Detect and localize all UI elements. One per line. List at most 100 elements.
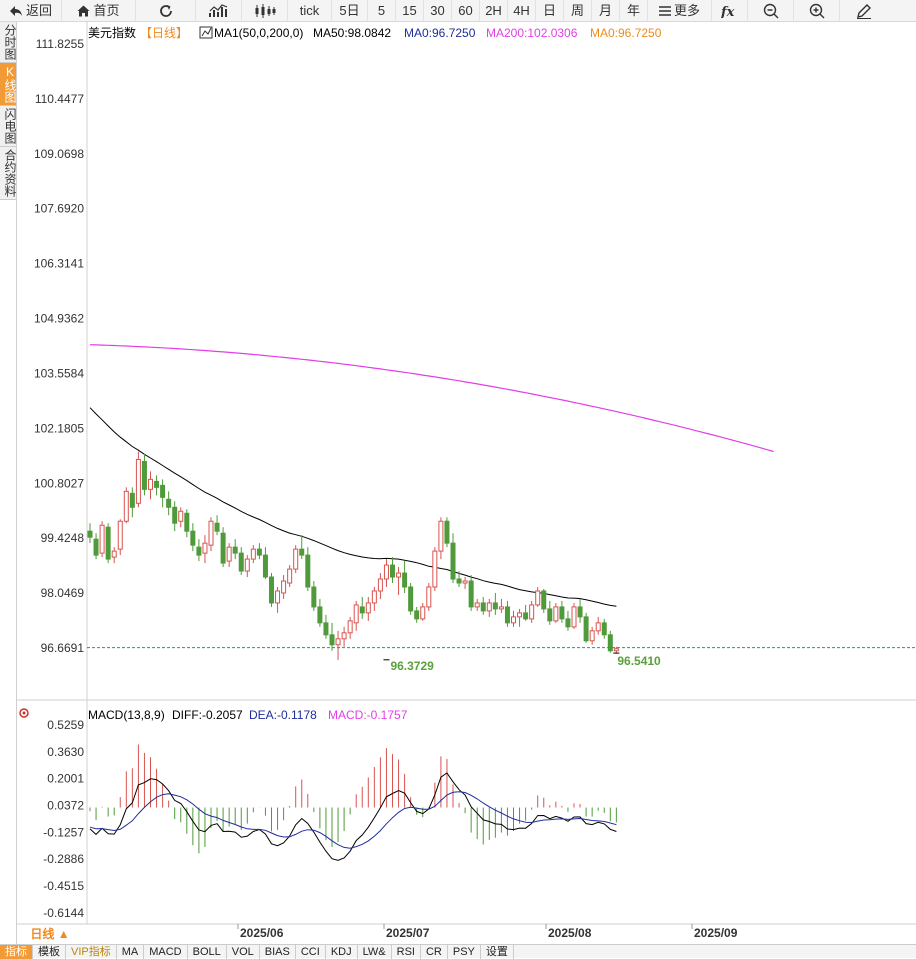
bottom-indicator-bar: 指标 模板 VIP指标 MA MACD BOLL VOL BIAS CCI KDJ LW& RSI CR… <box>0 944 916 959</box>
bottom-tab-5[interactable]: BOLL <box>188 945 227 959</box>
candle-body <box>583 616 589 642</box>
legend-ma50: MA50:98.0842 <box>313 26 391 40</box>
macd-tick-label: -0.2886 <box>43 852 84 866</box>
candle-body <box>226 546 232 562</box>
bottom-tab-2[interactable]: VIP指标 <box>66 945 117 959</box>
candlestick-button[interactable] <box>242 0 288 22</box>
candle-body <box>456 578 462 584</box>
bottom-tab-0[interactable]: 指标 <box>0 945 33 959</box>
macd-tick-label: -0.1257 <box>43 825 84 839</box>
candle-body <box>414 610 420 620</box>
macd-settings-icon[interactable] <box>19 708 29 718</box>
bottom-tab-8[interactable]: CCI <box>296 945 326 959</box>
period-4h[interactable]: 4H <box>508 0 536 22</box>
side-tab-flash[interactable]: 闪电图 <box>0 106 17 147</box>
bottom-tab-11[interactable]: RSI <box>392 945 421 959</box>
candle-body <box>256 548 262 556</box>
bottom-tab-14[interactable]: 设置 <box>481 945 514 959</box>
date-tick-label: 2025/09 <box>694 926 738 940</box>
bottom-tab-1[interactable]: 模板 <box>33 945 66 959</box>
candle-body <box>317 606 323 624</box>
candle-body <box>172 506 178 524</box>
candle-body <box>408 586 414 612</box>
candle-body <box>178 510 184 522</box>
period-day[interactable]: 日 <box>536 0 564 22</box>
side-tab-contract[interactable]: 合约资料 <box>0 147 17 200</box>
macd-tick-label: 0.3630 <box>47 745 84 759</box>
bottom-tab-9[interactable]: KDJ <box>326 945 358 959</box>
pencil-icon <box>857 4 871 19</box>
bottom-tab-12[interactable]: CR <box>421 945 448 959</box>
candle-body <box>196 546 202 556</box>
candle-body <box>232 546 238 554</box>
price-tick-label: 109.0698 <box>34 147 84 161</box>
macd-dea-line <box>89 791 617 849</box>
period-year[interactable]: 年 <box>620 0 648 22</box>
candle-body <box>160 484 166 498</box>
candle-body <box>511 616 516 624</box>
period-select-button[interactable]: 日线 ▲ <box>17 925 83 944</box>
macd-legend-macd: MACD:-0.1757 <box>328 708 408 722</box>
candle-body <box>329 634 335 646</box>
macd-diff-line <box>89 772 617 861</box>
more-button[interactable]: 更多 <box>648 0 712 22</box>
bottom-tab-6[interactable]: VOL <box>227 945 260 959</box>
candle-body <box>208 520 214 546</box>
period-2h[interactable]: 2H <box>480 0 508 22</box>
formula-button[interactable]: fx <box>712 0 748 22</box>
zoom-in-button[interactable] <box>794 0 840 22</box>
legend-ma1: MA1(50,0,200,0) <box>214 26 303 40</box>
period-30min[interactable]: 30 <box>424 0 452 22</box>
zoom-out-button[interactable] <box>748 0 794 22</box>
side-tab-kline[interactable]: K线图 <box>0 63 17 106</box>
period-60min[interactable]: 60 <box>452 0 480 22</box>
period-week[interactable]: 周 <box>564 0 592 22</box>
refresh-button[interactable] <box>136 0 196 22</box>
candle-body <box>607 634 613 652</box>
bottom-tab-3[interactable]: MA <box>117 945 145 959</box>
candle-body <box>601 622 607 636</box>
bottom-tab-13[interactable]: PSY <box>448 945 481 959</box>
candle-body <box>480 602 486 612</box>
period-tick[interactable]: tick <box>288 0 332 22</box>
draw-button[interactable] <box>840 0 888 22</box>
candle-body <box>486 602 492 612</box>
candle-body <box>311 586 317 608</box>
candle-body <box>154 480 160 488</box>
period-month[interactable]: 月 <box>592 0 620 22</box>
home-button[interactable]: 首页 <box>62 0 136 22</box>
candle-body <box>105 526 111 560</box>
candle-body <box>492 602 498 610</box>
bottom-tab-4[interactable]: MACD <box>144 945 188 959</box>
bottom-tab-10[interactable]: LW& <box>358 945 392 959</box>
candle-body <box>517 612 523 618</box>
side-tab-timeshare[interactable]: 分时图 <box>0 22 17 63</box>
menu-icon <box>658 6 671 16</box>
candle-body <box>565 618 571 628</box>
macd-tick-label: -0.6144 <box>43 906 84 920</box>
candle-body <box>577 606 583 618</box>
date-tick-label: 2025/06 <box>240 926 284 940</box>
chart-bg <box>87 22 916 922</box>
chart-type-button[interactable] <box>196 0 242 22</box>
trend-chart-icon <box>208 4 227 17</box>
bottom-tab-7[interactable]: BIAS <box>260 945 296 959</box>
legend-ma200: MA200:102.0306 <box>486 26 578 40</box>
candle-body <box>299 548 305 556</box>
last-price-label: 96.5410 <box>617 654 661 668</box>
period-5d[interactable]: 5日 <box>332 0 368 22</box>
low-price-label: 96.3729 <box>390 659 434 673</box>
candle-body <box>474 602 480 608</box>
refresh-icon <box>159 5 172 17</box>
candle-body <box>371 590 377 604</box>
candle-body <box>523 612 529 620</box>
period-5min[interactable]: 5 <box>368 0 396 22</box>
period-15min[interactable]: 15 <box>396 0 424 22</box>
back-button[interactable]: 返回 <box>0 0 62 22</box>
candle-body <box>166 498 172 508</box>
home-label: 首页 <box>93 3 120 18</box>
candle-body <box>275 590 281 604</box>
candle-body <box>214 522 220 532</box>
candle-body <box>377 578 383 592</box>
